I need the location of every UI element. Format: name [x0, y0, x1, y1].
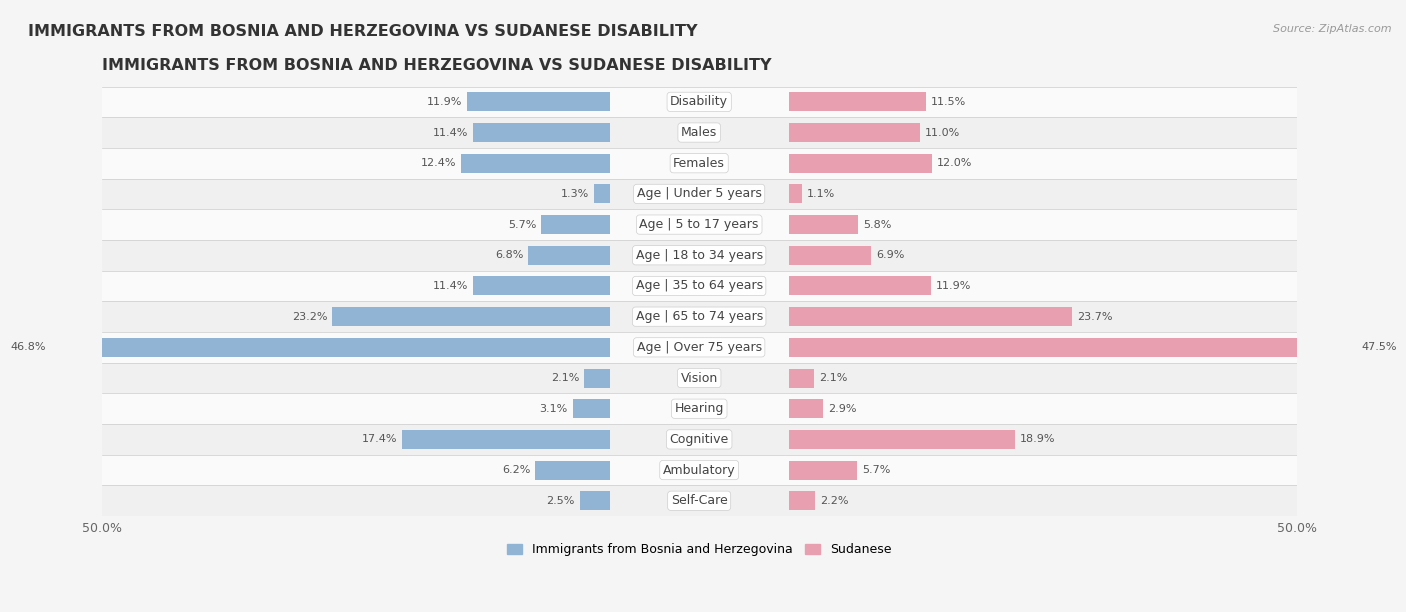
Text: 11.0%: 11.0% [925, 127, 960, 138]
Bar [789, 154, 932, 173]
Bar [789, 368, 814, 387]
Bar [529, 246, 610, 265]
Text: Females: Females [673, 157, 725, 170]
Bar [101, 332, 1296, 363]
Text: 2.5%: 2.5% [547, 496, 575, 506]
Text: IMMIGRANTS FROM BOSNIA AND HERZEGOVINA VS SUDANESE DISABILITY: IMMIGRANTS FROM BOSNIA AND HERZEGOVINA V… [101, 58, 772, 73]
Text: Source: ZipAtlas.com: Source: ZipAtlas.com [1274, 24, 1392, 34]
Bar [101, 424, 1296, 455]
Text: Males: Males [681, 126, 717, 139]
Bar [51, 338, 610, 357]
Text: 5.7%: 5.7% [509, 220, 537, 230]
Text: 47.5%: 47.5% [1361, 342, 1396, 353]
Bar [789, 491, 815, 510]
Text: 11.4%: 11.4% [433, 281, 468, 291]
Text: 46.8%: 46.8% [10, 342, 45, 353]
Bar [402, 430, 610, 449]
Bar [789, 123, 921, 142]
Bar [101, 271, 1296, 301]
Bar [579, 491, 610, 510]
Bar [789, 92, 927, 111]
Bar [101, 455, 1296, 485]
Text: Vision: Vision [681, 371, 718, 384]
Legend: Immigrants from Bosnia and Herzegovina, Sudanese: Immigrants from Bosnia and Herzegovina, … [502, 539, 897, 561]
Bar [789, 246, 872, 265]
Bar [536, 461, 610, 480]
Bar [789, 399, 824, 418]
Bar [101, 363, 1296, 394]
Bar [789, 430, 1015, 449]
Text: 6.2%: 6.2% [502, 465, 530, 475]
Bar [541, 215, 610, 234]
Bar [789, 338, 1357, 357]
Bar [101, 209, 1296, 240]
Text: Ambulatory: Ambulatory [662, 463, 735, 477]
Text: Age | 35 to 64 years: Age | 35 to 64 years [636, 280, 762, 293]
Bar [572, 399, 610, 418]
Text: 23.7%: 23.7% [1077, 312, 1112, 322]
Text: 12.0%: 12.0% [936, 159, 973, 168]
Bar [101, 485, 1296, 516]
Bar [101, 394, 1296, 424]
Bar [474, 123, 610, 142]
Text: 1.1%: 1.1% [807, 189, 835, 199]
Bar [789, 215, 858, 234]
Bar [789, 461, 856, 480]
Text: 23.2%: 23.2% [292, 312, 328, 322]
Text: Age | Over 75 years: Age | Over 75 years [637, 341, 762, 354]
Bar [101, 240, 1296, 271]
Bar [101, 86, 1296, 117]
Text: 6.8%: 6.8% [495, 250, 523, 260]
Text: IMMIGRANTS FROM BOSNIA AND HERZEGOVINA VS SUDANESE DISABILITY: IMMIGRANTS FROM BOSNIA AND HERZEGOVINA V… [28, 24, 697, 40]
Bar [593, 184, 610, 203]
Bar [467, 92, 610, 111]
Text: 5.8%: 5.8% [863, 220, 891, 230]
Text: Self-Care: Self-Care [671, 494, 727, 507]
Bar [789, 277, 931, 296]
Text: Hearing: Hearing [675, 402, 724, 415]
Bar [101, 301, 1296, 332]
Text: Age | 65 to 74 years: Age | 65 to 74 years [636, 310, 763, 323]
Text: 2.9%: 2.9% [828, 404, 856, 414]
Text: Age | Under 5 years: Age | Under 5 years [637, 187, 762, 200]
Text: Disability: Disability [671, 95, 728, 108]
Text: 12.4%: 12.4% [422, 159, 457, 168]
Bar [789, 307, 1071, 326]
Text: Cognitive: Cognitive [669, 433, 728, 446]
Bar [789, 184, 801, 203]
Bar [585, 368, 610, 387]
Text: Age | 18 to 34 years: Age | 18 to 34 years [636, 248, 762, 262]
Text: 2.2%: 2.2% [820, 496, 848, 506]
Text: 18.9%: 18.9% [1019, 435, 1054, 444]
Text: 2.1%: 2.1% [818, 373, 846, 383]
Text: 5.7%: 5.7% [862, 465, 890, 475]
Text: Age | 5 to 17 years: Age | 5 to 17 years [640, 218, 759, 231]
Bar [101, 148, 1296, 179]
Text: 6.9%: 6.9% [876, 250, 904, 260]
Text: 17.4%: 17.4% [361, 435, 396, 444]
Text: 11.9%: 11.9% [936, 281, 972, 291]
Bar [101, 179, 1296, 209]
Text: 3.1%: 3.1% [540, 404, 568, 414]
Bar [461, 154, 610, 173]
Text: 11.9%: 11.9% [427, 97, 463, 107]
Bar [332, 307, 610, 326]
Text: 11.5%: 11.5% [931, 97, 966, 107]
Text: 1.3%: 1.3% [561, 189, 589, 199]
Text: 11.4%: 11.4% [433, 127, 468, 138]
Bar [101, 117, 1296, 148]
Text: 2.1%: 2.1% [551, 373, 579, 383]
Bar [474, 277, 610, 296]
